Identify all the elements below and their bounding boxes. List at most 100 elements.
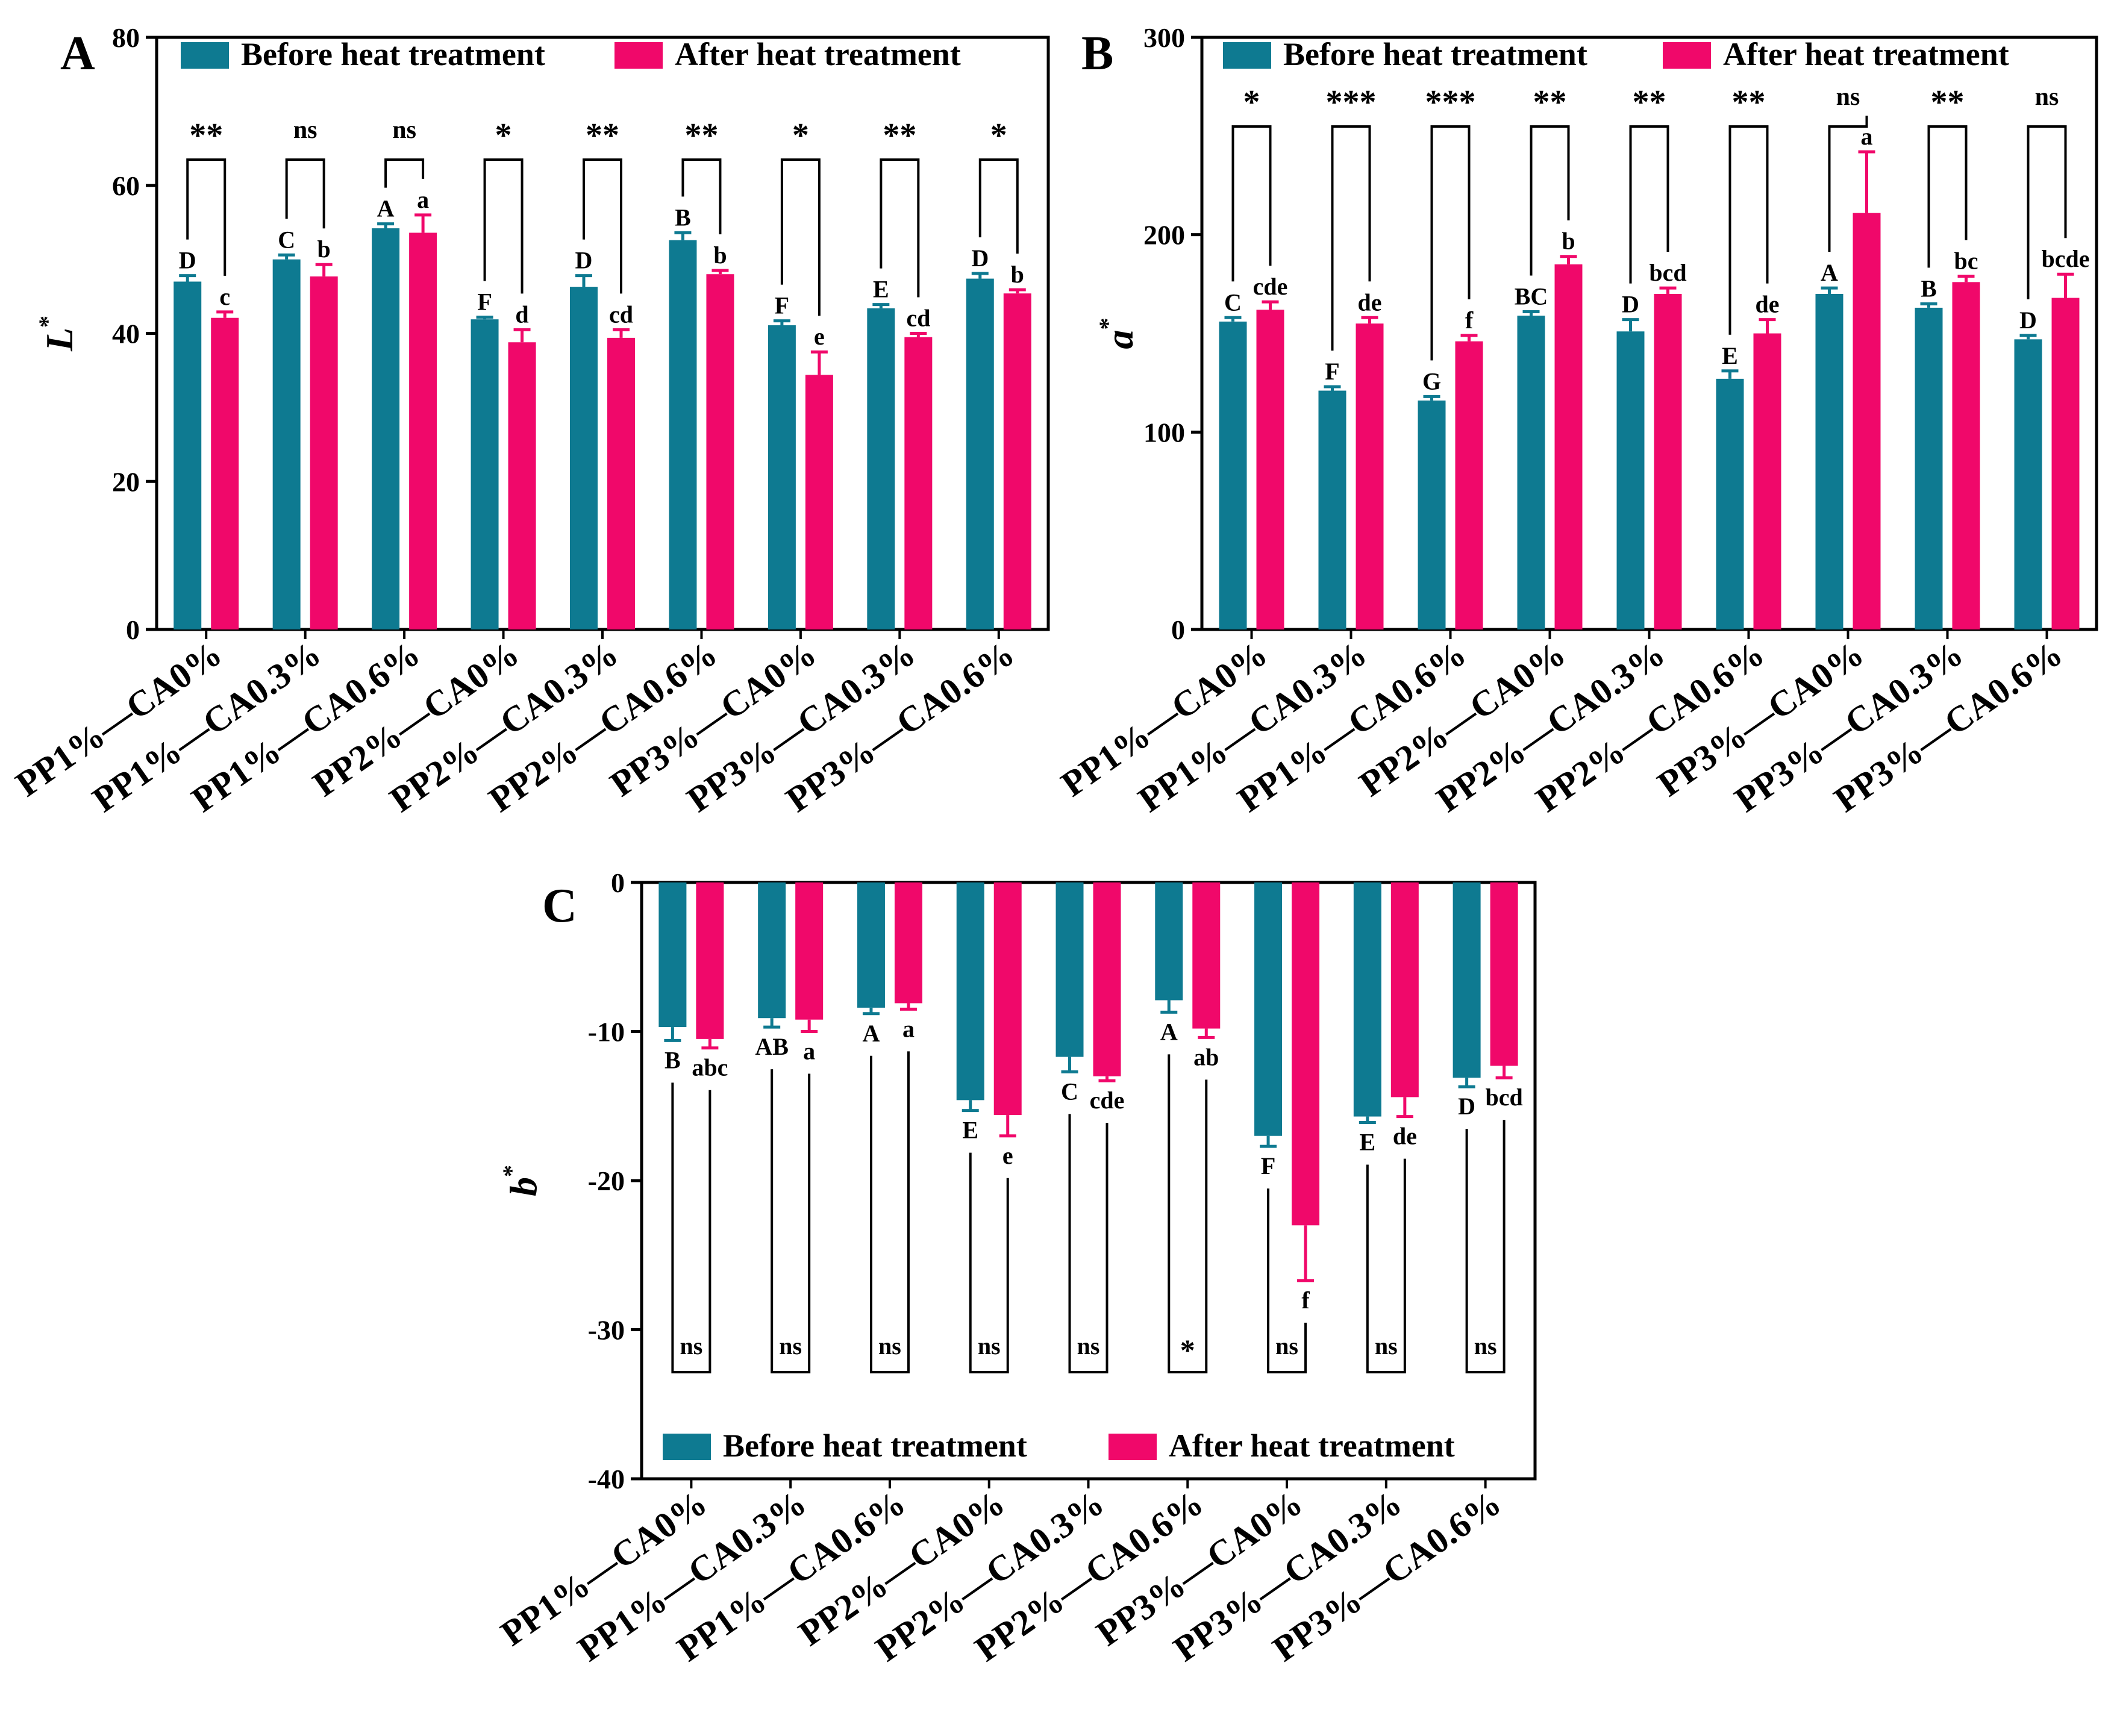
bar-before-6[interactable] xyxy=(1716,378,1744,629)
bar-before-8[interactable] xyxy=(1915,307,1943,629)
comparison-bracket-4: ns xyxy=(969,1152,1009,1373)
bar-before-6[interactable] xyxy=(1155,882,1183,1001)
bar-after-2[interactable] xyxy=(1356,323,1384,629)
bar-before-7[interactable] xyxy=(1815,293,1843,629)
bar-before-8[interactable] xyxy=(867,308,895,629)
bar-after-3[interactable] xyxy=(1455,341,1483,629)
significance-mark: ns xyxy=(1275,1332,1298,1360)
bracket-line xyxy=(1331,125,1371,351)
bar-after-6[interactable] xyxy=(706,274,734,629)
comparison-bracket-7: ns xyxy=(1828,83,1868,252)
y-tick-label: 200 xyxy=(1143,220,1185,251)
bracket-line xyxy=(681,158,722,235)
bar-before-3[interactable] xyxy=(857,882,885,1008)
significance-letter: f xyxy=(1465,307,1474,334)
y-tick-label: -20 xyxy=(588,1166,625,1196)
bar-before-8[interactable] xyxy=(1353,882,1381,1117)
bar-before-4[interactable] xyxy=(956,882,984,1101)
bracket-line xyxy=(671,1082,711,1373)
bar-before-9[interactable] xyxy=(1453,882,1481,1078)
significance-letter: cde xyxy=(1253,273,1288,300)
y-tick-label: -10 xyxy=(588,1017,625,1048)
y-tick-label: -30 xyxy=(588,1315,625,1346)
bar-before-4[interactable] xyxy=(471,319,499,629)
significance-letter: bc xyxy=(1954,247,1978,274)
bracket-line xyxy=(1530,125,1570,276)
bar-before-2[interactable] xyxy=(272,259,301,629)
bar-after-8[interactable] xyxy=(904,337,933,629)
significance-letter: A xyxy=(862,1020,880,1047)
bracket-line xyxy=(780,158,821,316)
bar-before-6[interactable] xyxy=(669,240,697,629)
comparison-bracket-8: ns xyxy=(1366,1158,1406,1373)
comparison-bracket-2: ns xyxy=(285,116,325,229)
bar-before-1[interactable] xyxy=(174,281,202,629)
significance-letter: bcd xyxy=(1485,1084,1522,1111)
bracket-line xyxy=(583,158,622,294)
bracket-line xyxy=(1366,1158,1406,1373)
significance-letter: E xyxy=(873,276,889,303)
bar-after-8[interactable] xyxy=(1390,882,1419,1097)
significance-letter: a xyxy=(1861,123,1873,150)
bar-after-9[interactable] xyxy=(1490,882,1518,1066)
comparison-bracket-8: ** xyxy=(880,117,920,298)
bar-after-9[interactable] xyxy=(2051,298,2080,629)
significance-letter: E xyxy=(1359,1128,1375,1155)
bar-before-3[interactable] xyxy=(1418,400,1446,629)
y-axis-label: b* xyxy=(498,1165,545,1196)
bar-before-5[interactable] xyxy=(1616,331,1645,629)
bar-before-5[interactable] xyxy=(1055,882,1084,1057)
bar-after-3[interactable] xyxy=(409,233,437,629)
bracket-line xyxy=(2027,125,2067,299)
bar-after-4[interactable] xyxy=(993,882,1022,1116)
bar-before-2[interactable] xyxy=(1318,390,1346,629)
bar-before-9[interactable] xyxy=(966,278,994,629)
significance-mark: ns xyxy=(680,1332,702,1360)
significance-mark: ns xyxy=(1077,1332,1100,1360)
significance-letter: C xyxy=(1061,1078,1078,1105)
significance-letter: A xyxy=(377,195,395,222)
bar-before-5[interactable] xyxy=(570,287,598,629)
bar-after-9[interactable] xyxy=(1003,293,1031,630)
bar-before-9[interactable] xyxy=(2014,339,2042,629)
bar-after-7[interactable] xyxy=(1853,213,1881,630)
bar-after-5[interactable] xyxy=(1093,882,1121,1076)
bar-before-2[interactable] xyxy=(758,882,786,1019)
comparison-bracket-3: *** xyxy=(1425,84,1476,361)
bar-before-7[interactable] xyxy=(1254,882,1283,1136)
bar-after-5[interactable] xyxy=(607,337,635,629)
significance-letter: b xyxy=(713,242,727,269)
significance-mark: ** xyxy=(684,117,718,154)
significance-letter: F xyxy=(1261,1152,1275,1179)
bar-before-1[interactable] xyxy=(658,882,687,1028)
bar-after-3[interactable] xyxy=(894,882,922,1004)
bar-before-1[interactable] xyxy=(1219,321,1247,629)
significance-letter: E xyxy=(962,1117,978,1144)
bar-after-6[interactable] xyxy=(1192,882,1221,1029)
bar-after-7[interactable] xyxy=(805,375,833,629)
bar-after-7[interactable] xyxy=(1292,882,1320,1226)
y-tick-label: 60 xyxy=(112,170,140,201)
bar-after-5[interactable] xyxy=(1654,293,1682,629)
legend-label-after: After heat treatment xyxy=(1723,36,2009,72)
bar-after-1[interactable] xyxy=(1256,310,1284,629)
significance-letter: de xyxy=(1393,1123,1417,1150)
bar-after-1[interactable] xyxy=(211,317,239,629)
bar-after-8[interactable] xyxy=(1952,282,1980,630)
comparison-bracket-4: ** xyxy=(1530,84,1570,276)
legend-swatch-before xyxy=(181,42,229,69)
comparison-bracket-1: ns xyxy=(671,1082,711,1373)
bar-before-3[interactable] xyxy=(372,228,400,630)
bar-before-7[interactable] xyxy=(768,325,796,629)
bar-after-1[interactable] xyxy=(696,882,724,1039)
bar-after-4[interactable] xyxy=(1554,264,1583,630)
bar-after-2[interactable] xyxy=(795,882,824,1020)
significance-mark: ** xyxy=(586,117,619,154)
bar-after-6[interactable] xyxy=(1753,333,1781,630)
bar-before-4[interactable] xyxy=(1517,316,1545,629)
bar-after-2[interactable] xyxy=(310,276,338,630)
comparison-bracket-9: ns xyxy=(1465,1120,1506,1373)
bar-after-4[interactable] xyxy=(508,342,536,629)
panel-letter: A xyxy=(60,27,95,80)
significance-letter: F xyxy=(775,292,789,319)
